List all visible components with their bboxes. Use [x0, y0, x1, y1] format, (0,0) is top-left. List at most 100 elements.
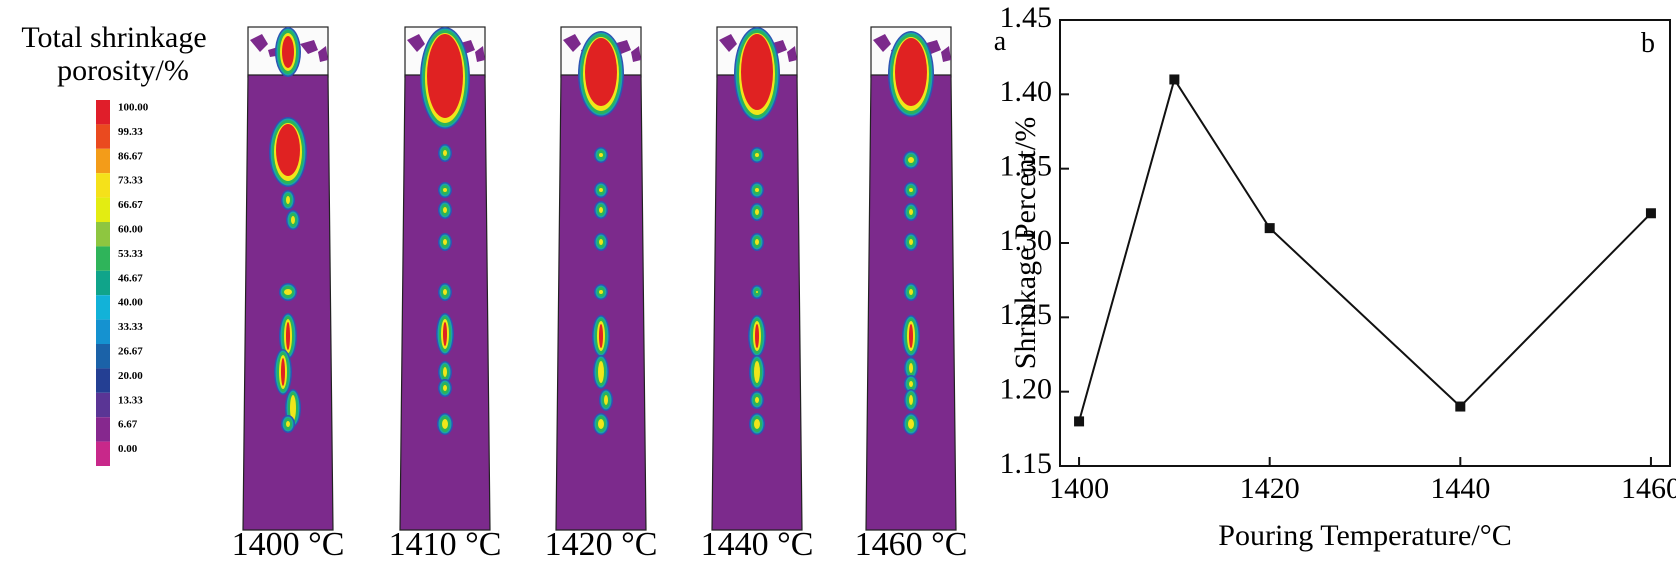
porosity-spot — [281, 190, 295, 210]
porosity-spot — [748, 315, 766, 357]
legend-swatch — [96, 124, 110, 149]
y-axis-label: Shrinkage Percent/% — [1009, 117, 1042, 369]
porosity-spot — [269, 117, 307, 187]
y-tick-label: 1.35 — [1000, 150, 1053, 183]
x-tick-label: 1420 — [1240, 472, 1300, 505]
legend-swatch — [96, 368, 110, 393]
porosity-spot — [438, 283, 452, 301]
casting-body — [865, 74, 957, 531]
y-tick-label: 1.45 — [1000, 1, 1053, 34]
legend-swatch — [96, 344, 110, 369]
legend-title-line1: Total shrinkage — [21, 21, 206, 54]
porosity-spot — [437, 413, 453, 435]
color-legend: 100.00 99.33 86.67 73.33 66.67 60.00 53.33 46.6… — [96, 100, 149, 466]
casting-temperature-label: 1420 °C — [545, 526, 658, 563]
porosity-spot — [436, 313, 454, 355]
porosity-spot — [904, 203, 918, 221]
casting-1410: 1410 °C — [389, 26, 502, 563]
y-tick-label: 1.30 — [1000, 224, 1053, 257]
data-point — [1264, 223, 1275, 234]
porosity-spot — [750, 182, 764, 198]
porosity-spot — [279, 313, 297, 359]
casting-1400: 1400 °C — [232, 26, 345, 563]
porosity-spot — [904, 233, 918, 251]
legend-swatch — [96, 392, 110, 418]
legend-swatch — [96, 197, 110, 222]
porosity-spot — [750, 391, 764, 409]
x-tick-label: 1460 — [1621, 472, 1676, 505]
legend-swatch — [96, 222, 110, 247]
legend-swatch — [96, 295, 110, 320]
porosity-spot — [904, 375, 918, 393]
data-point — [1645, 208, 1656, 219]
series-line — [1078, 77, 1652, 422]
casting-simulations: 1400 °C 1410 °C 1420 °C 1440 °C 1460 °C — [232, 26, 967, 563]
porosity-spot — [734, 27, 780, 121]
y-tick-label: 1.15 — [1000, 447, 1053, 480]
porosity-spot — [438, 144, 452, 162]
casting-1440: 1440 °C — [701, 26, 814, 563]
legend-swatch — [96, 148, 110, 174]
porosity-spot — [438, 201, 452, 219]
porosity-spot — [594, 284, 608, 300]
porosity-spot — [438, 182, 452, 198]
porosity-spot — [903, 413, 919, 435]
porosity-spot — [904, 357, 918, 379]
legend-level-label: 99.33 — [118, 126, 143, 138]
legend-level-label: 46.67 — [118, 272, 143, 284]
casting-1460: 1460 °C — [855, 26, 967, 563]
porosity-spot — [274, 349, 292, 395]
legend-level-label: 6.67 — [118, 419, 138, 431]
legend-swatch — [96, 319, 110, 344]
legend-level-label: 20.00 — [118, 370, 143, 382]
porosity-spot — [438, 233, 452, 251]
panel-a-label: a — [994, 26, 1007, 57]
legend-swatch — [96, 246, 110, 271]
porosity-spot — [279, 283, 297, 301]
porosity-spot — [281, 415, 295, 433]
y-tick-label: 1.20 — [1000, 373, 1053, 406]
legend-level-label: 0.00 — [118, 443, 138, 455]
porosity-spot — [904, 389, 918, 411]
legend-swatch — [96, 270, 110, 296]
y-tick-label: 1.25 — [1000, 298, 1053, 331]
legend-swatch — [96, 441, 110, 466]
casting-temperature-label: 1400 °C — [232, 526, 345, 563]
casting-body — [555, 74, 647, 531]
legend-level-label: 60.00 — [118, 224, 143, 236]
legend-level-label: 100.00 — [118, 102, 149, 114]
data-point — [1455, 401, 1466, 412]
porosity-spot — [594, 147, 608, 163]
porosity-spot — [594, 182, 608, 198]
porosity-spot — [749, 355, 765, 389]
porosity-spot — [750, 203, 764, 221]
plot-frame — [1059, 19, 1671, 467]
legend-level-label: 26.67 — [118, 346, 143, 358]
porosity-spot — [902, 315, 920, 357]
porosity-spot — [593, 413, 609, 435]
porosity-spot — [594, 201, 608, 219]
porosity-spot — [750, 147, 764, 163]
casting-temperature-label: 1440 °C — [701, 526, 814, 563]
porosity-spot — [751, 285, 763, 299]
legend-level-label: 66.67 — [118, 199, 143, 211]
porosity-spot — [888, 31, 934, 117]
legend-level-label: 86.67 — [118, 150, 143, 162]
legend-level-label: 13.33 — [118, 394, 143, 406]
legend-level-label: 73.33 — [118, 175, 143, 187]
legend-level-label: 33.33 — [118, 321, 143, 333]
porosity-spot — [438, 379, 452, 397]
porosity-spot — [904, 283, 918, 301]
legend-level-label: 53.33 — [118, 248, 143, 260]
casting-body — [242, 74, 334, 531]
data-point — [1074, 416, 1085, 427]
porosity-spot — [904, 182, 918, 198]
porosity-spot — [903, 151, 919, 169]
casting-temperature-label: 1410 °C — [389, 526, 502, 563]
porosity-spot — [599, 389, 613, 411]
legend-swatch — [96, 100, 110, 125]
panel-b-label: b — [1641, 28, 1655, 59]
porosity-spot — [420, 27, 470, 129]
shrinkage-line-chart: b 1.15 1.20 1.25 1.30 1.35 1.40 1.45 1400 1420 14… — [1000, 1, 1676, 552]
